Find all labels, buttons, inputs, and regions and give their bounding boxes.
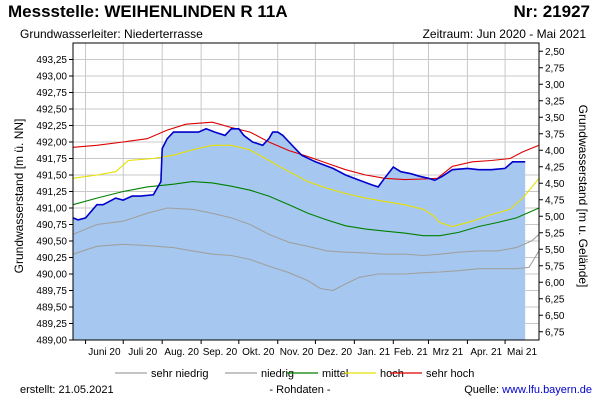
y-tick-label-right: 3,50 bbox=[545, 113, 565, 124]
x-tick-label: Juli 20 bbox=[128, 347, 157, 358]
y-tick-label-left: 489,50 bbox=[36, 303, 67, 314]
y-tick-label-left: 490,00 bbox=[36, 270, 67, 281]
y-tick-label-right: 4,00 bbox=[545, 146, 565, 157]
x-tick-label: Dez. 20 bbox=[318, 347, 353, 358]
y-tick-label-left: 489,00 bbox=[36, 336, 67, 347]
page-title: Messstelle: WEIHENLINDEN R 11A bbox=[8, 2, 288, 21]
y-tick-label-right: 3,25 bbox=[545, 96, 565, 107]
source-link[interactable]: www.lfu.bayern.de bbox=[502, 384, 592, 396]
y-tick-label-right: 4,50 bbox=[545, 179, 565, 190]
y-tick-label-right: 2,75 bbox=[545, 63, 565, 74]
series-line-sehr-niedrig bbox=[72, 243, 540, 292]
legend-label-sehr-niedrig: sehr niedrig bbox=[151, 368, 208, 380]
y-tick-label-left: 493,25 bbox=[36, 55, 67, 66]
y-tick-label-right: 5,00 bbox=[545, 212, 565, 223]
y-tick-label-right: 3,75 bbox=[545, 129, 565, 140]
x-tick-label: Jan. 21 bbox=[357, 347, 390, 358]
y-tick-label-right: 6,00 bbox=[545, 278, 565, 289]
y-tick-label-left: 491,75 bbox=[36, 154, 67, 165]
y-axis-label-right: Grundwasserstand [m u. Gelände] bbox=[576, 105, 590, 288]
y-tick-label-left: 491,25 bbox=[36, 187, 67, 198]
y-tick-label-left: 492,50 bbox=[36, 105, 67, 116]
x-tick-label: Juni 20 bbox=[88, 347, 121, 358]
y-tick-label-right: 2,50 bbox=[545, 47, 565, 58]
y-tick-label-left: 490,75 bbox=[36, 220, 67, 231]
y-axis-right: 6,75 6,50 6,25 6,00 5,75 5,50 5,25 5,00 4,75 4,50… bbox=[539, 47, 565, 338]
created-date: erstellt: 21.05.2021 bbox=[20, 384, 114, 396]
source-label: Quelle: bbox=[464, 384, 503, 396]
y-tick-label-left: 490,25 bbox=[36, 253, 67, 264]
series-line-niedrig bbox=[72, 207, 540, 257]
y-axis-label-left: Grundwasserstand [m ü. NN] bbox=[12, 119, 26, 274]
measured-area bbox=[73, 128, 526, 340]
x-tick-label: Mrz 21 bbox=[433, 347, 464, 358]
y-tick-label-left: 490,50 bbox=[36, 237, 67, 248]
series-line-mittel bbox=[72, 181, 540, 237]
station-number: Nr: 21927 bbox=[513, 2, 590, 21]
x-tick-label: Nov. 20 bbox=[280, 347, 314, 358]
raw-data-note: - Rohdaten - bbox=[269, 384, 331, 396]
x-tick-label: Feb. 21 bbox=[394, 347, 428, 358]
y-tick-label-right: 3,00 bbox=[545, 80, 565, 91]
y-tick-label-left: 492,00 bbox=[36, 138, 67, 149]
y-tick-label-right: 4,25 bbox=[545, 162, 565, 173]
x-tick-label: Sep. 20 bbox=[203, 347, 238, 358]
series-line-hoch bbox=[72, 144, 540, 228]
y-tick-label-right: 5,50 bbox=[545, 245, 565, 256]
y-tick-label-right: 6,75 bbox=[545, 327, 565, 338]
x-axis: Juni 20 Juli 20 Aug. 20 Sep. 20 Okt. 20 Nov. … bbox=[85, 340, 537, 358]
legend-label-sehr-hoch: sehr hoch bbox=[426, 368, 474, 380]
measured-line bbox=[72, 127, 526, 221]
y-tick-label-left: 489,75 bbox=[36, 286, 67, 297]
x-tick-label: Aug. 20 bbox=[164, 347, 199, 358]
y-tick-label-right: 5,75 bbox=[545, 261, 565, 272]
legend-label-niedrig: niedrig bbox=[261, 368, 294, 380]
y-tick-label-left: 492,25 bbox=[36, 121, 67, 132]
period-label: Zeitraum: Jun 2020 - Mai 2021 bbox=[422, 27, 586, 41]
y-tick-label-right: 6,25 bbox=[545, 294, 565, 305]
legend-label-hoch: hoch bbox=[380, 368, 404, 380]
x-tick-label: Apr. 21 bbox=[470, 347, 502, 358]
series-line-sehr-hoch bbox=[72, 121, 540, 181]
y-tick-label-left: 491,50 bbox=[36, 171, 67, 182]
x-tick-label: Okt. 20 bbox=[242, 347, 275, 358]
legend: sehr niedrig niedrig mittel hoch sehr hoch bbox=[115, 368, 474, 380]
y-axis-left: 489,00 489,25 489,50 489,75 490,00 490,25 490,… bbox=[36, 55, 73, 347]
y-tick-label-left: 491,00 bbox=[36, 204, 67, 215]
legend-label-mittel: mittel bbox=[322, 368, 348, 380]
y-tick-label-left: 493,00 bbox=[36, 72, 67, 83]
source: Quelle: www.lfu.bayern.de bbox=[464, 384, 592, 396]
reference-lines bbox=[72, 121, 540, 292]
y-tick-label-right: 4,75 bbox=[545, 195, 565, 206]
y-tick-label-right: 6,50 bbox=[545, 311, 565, 322]
aquifer-label: Grundwasserleiter: Niederterrasse bbox=[20, 27, 203, 41]
y-tick-label-left: 492,75 bbox=[36, 88, 67, 99]
x-tick-label: Mai 21 bbox=[507, 347, 537, 358]
y-tick-label-left: 489,25 bbox=[36, 319, 67, 330]
y-tick-label-right: 5,25 bbox=[545, 228, 565, 239]
